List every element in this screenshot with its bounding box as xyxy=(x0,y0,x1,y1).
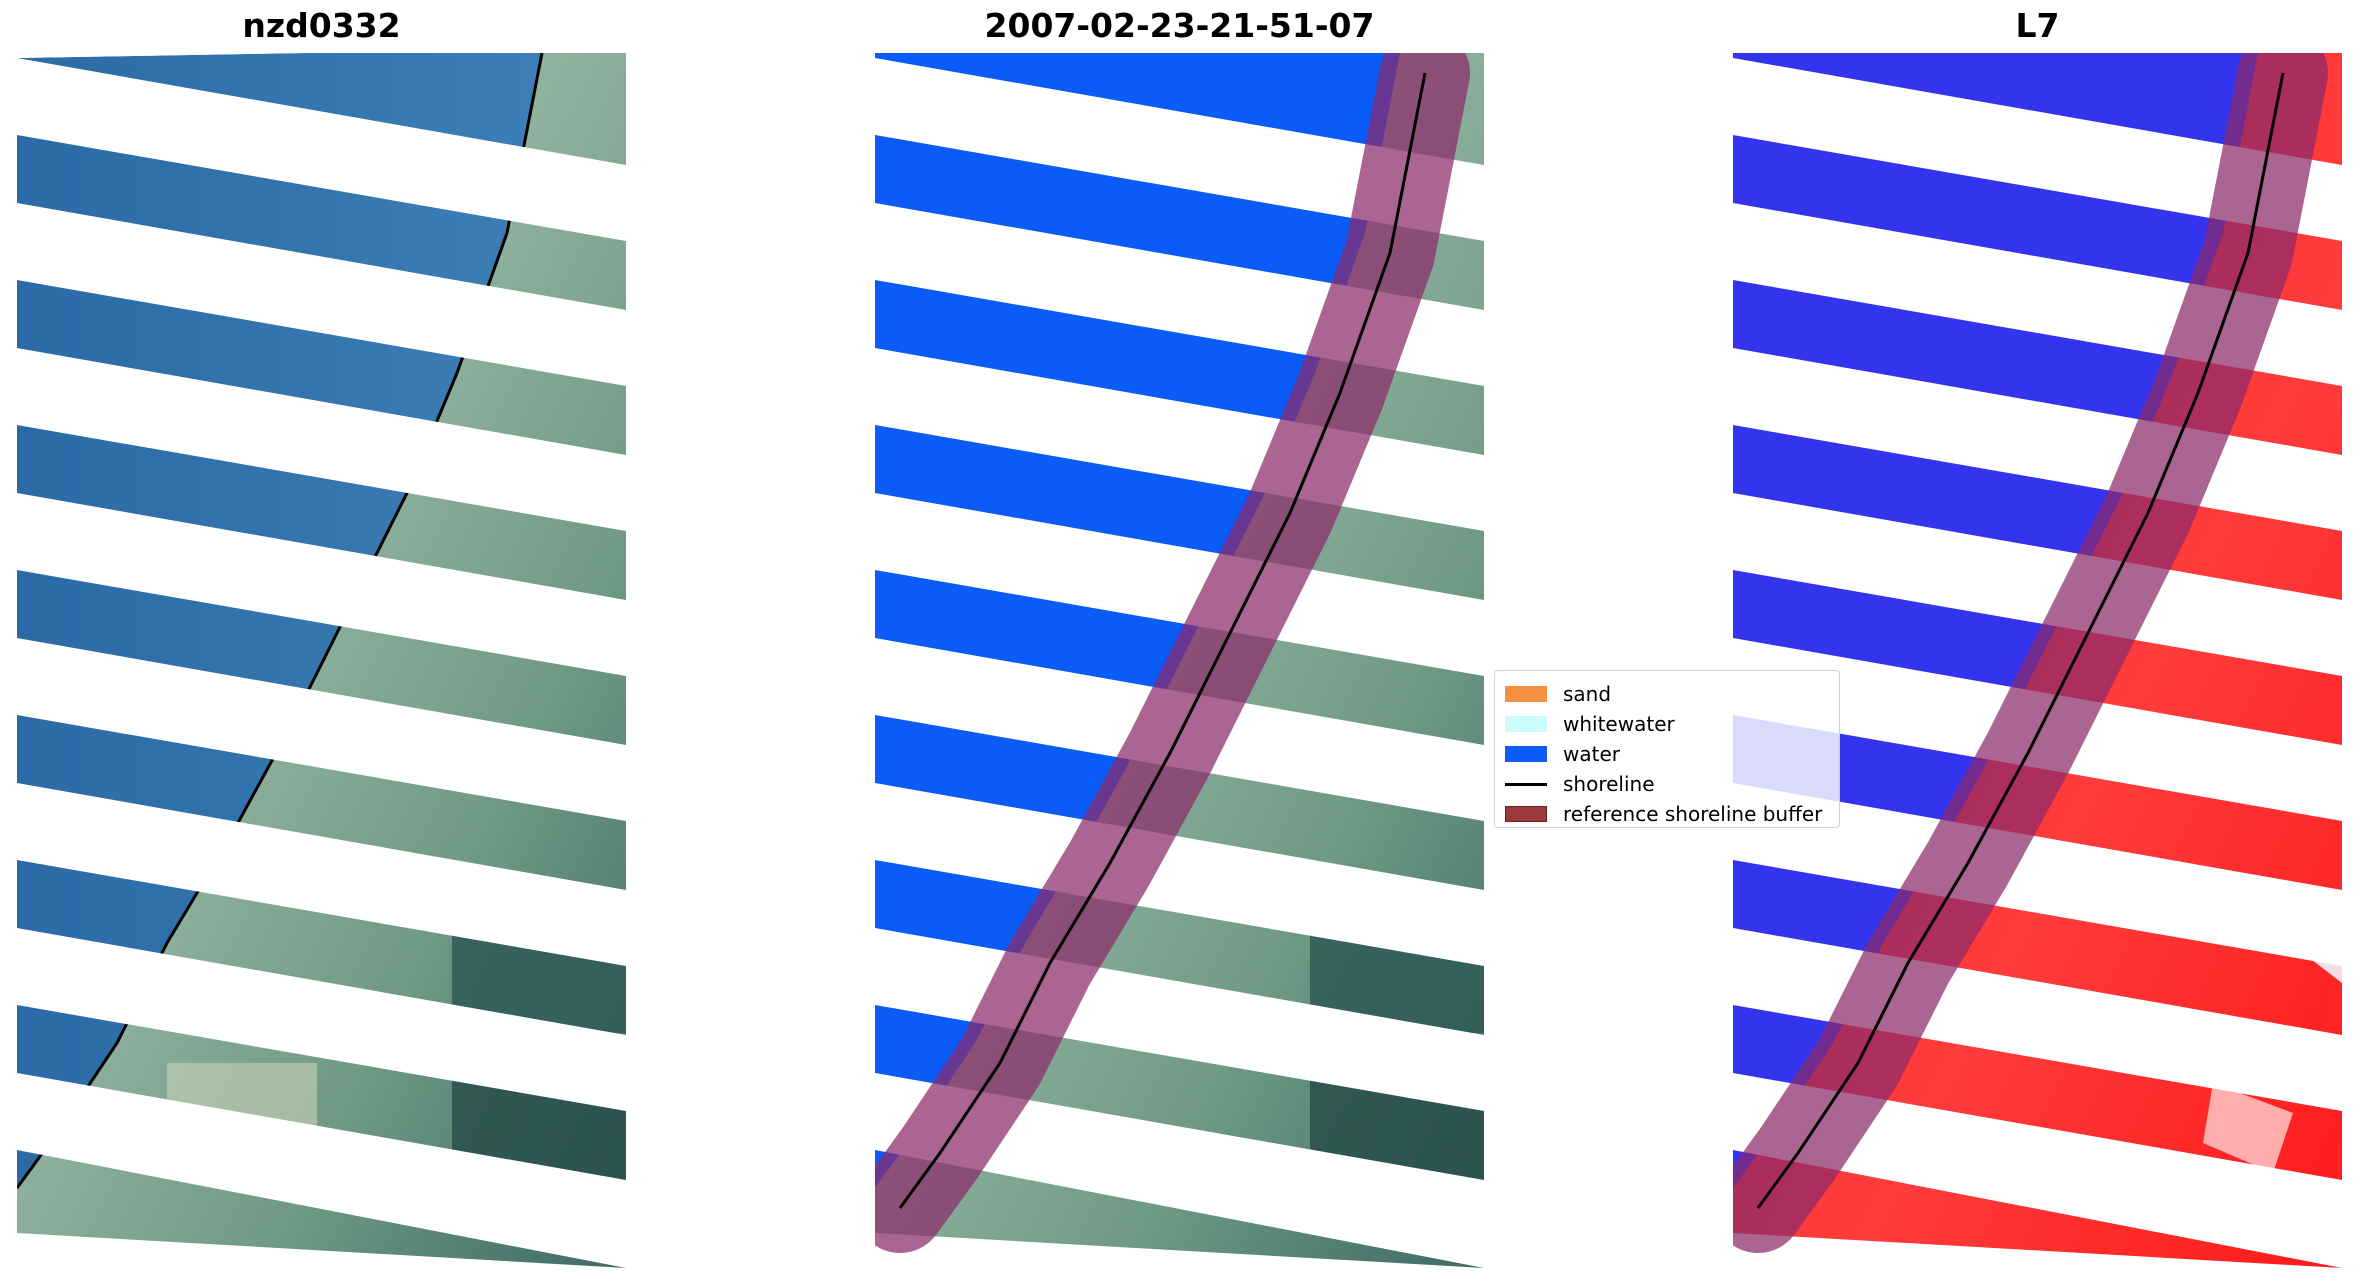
panel-title-rgb: nzd0332 xyxy=(242,6,401,45)
classified-image-panel xyxy=(875,53,1484,1268)
classified-image xyxy=(875,53,1484,1268)
water-swatch xyxy=(1505,746,1547,762)
legend-item-whitewater: whitewater xyxy=(1505,709,1829,739)
rgb-image-panel xyxy=(17,53,626,1268)
index-image-panel xyxy=(1733,53,2342,1268)
legend-label: shoreline xyxy=(1563,772,1655,796)
legend: sand whitewater water shoreline referenc… xyxy=(1494,670,1840,828)
rgb-image xyxy=(17,53,626,1268)
shoreline xyxy=(1756,72,2285,1209)
legend-label: whitewater xyxy=(1563,712,1675,736)
legend-item-sand: sand xyxy=(1505,679,1829,709)
shoreline-line-swatch xyxy=(1505,782,1547,786)
legend-label: sand xyxy=(1563,682,1612,706)
shoreline xyxy=(898,72,1427,1209)
legend-item-buffer: reference shoreline buffer xyxy=(1505,799,1829,827)
legend-item-shoreline: shoreline xyxy=(1505,769,1829,799)
legend-label: reference shoreline buffer xyxy=(1563,802,1823,826)
legend-item-water: water xyxy=(1505,739,1829,769)
legend-label: water xyxy=(1563,742,1620,766)
index-image xyxy=(1733,53,2342,1268)
panel-title-classified: 2007-02-23-21-51-07 xyxy=(984,6,1375,45)
buffer-swatch xyxy=(1505,806,1547,822)
whitewater-swatch xyxy=(1505,716,1547,732)
panel-title-index: L7 xyxy=(2015,6,2060,45)
sand-swatch xyxy=(1505,686,1547,702)
